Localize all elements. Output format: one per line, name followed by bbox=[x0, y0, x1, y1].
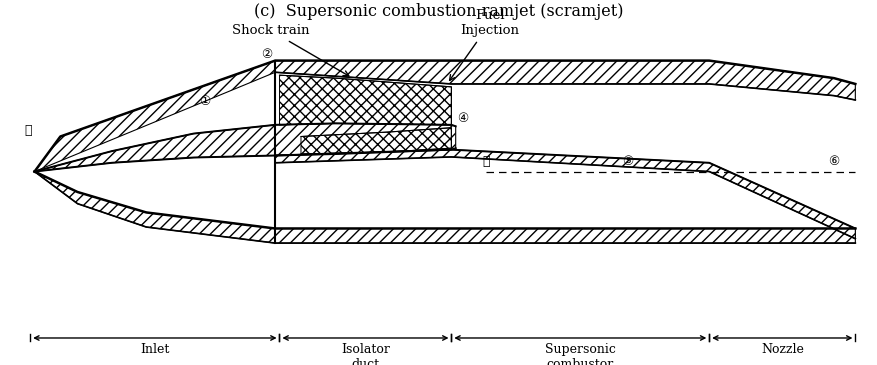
Text: Nozzle: Nozzle bbox=[761, 343, 803, 356]
Polygon shape bbox=[280, 75, 452, 125]
Polygon shape bbox=[34, 172, 855, 243]
Text: Fuel
Injection: Fuel Injection bbox=[450, 9, 519, 80]
Text: Ⓢ: Ⓢ bbox=[482, 155, 489, 168]
Text: Supersonic
combustor: Supersonic combustor bbox=[545, 343, 616, 365]
Polygon shape bbox=[301, 128, 452, 154]
Text: (c)  Supersonic combustion ramjet (scramjet): (c) Supersonic combustion ramjet (scramj… bbox=[253, 3, 624, 20]
Polygon shape bbox=[275, 150, 855, 239]
Text: ②: ② bbox=[261, 48, 272, 61]
Text: ⑥: ⑥ bbox=[828, 155, 839, 168]
Text: Inlet: Inlet bbox=[140, 343, 169, 356]
Text: ④: ④ bbox=[457, 112, 468, 126]
Polygon shape bbox=[34, 123, 456, 172]
Text: ⓪: ⓪ bbox=[24, 124, 32, 137]
Text: ①: ① bbox=[199, 95, 210, 108]
Text: Shock train: Shock train bbox=[232, 24, 349, 76]
Polygon shape bbox=[34, 61, 855, 172]
Text: ⑤: ⑤ bbox=[622, 155, 633, 168]
Text: Isolator
duct: Isolator duct bbox=[341, 343, 390, 365]
